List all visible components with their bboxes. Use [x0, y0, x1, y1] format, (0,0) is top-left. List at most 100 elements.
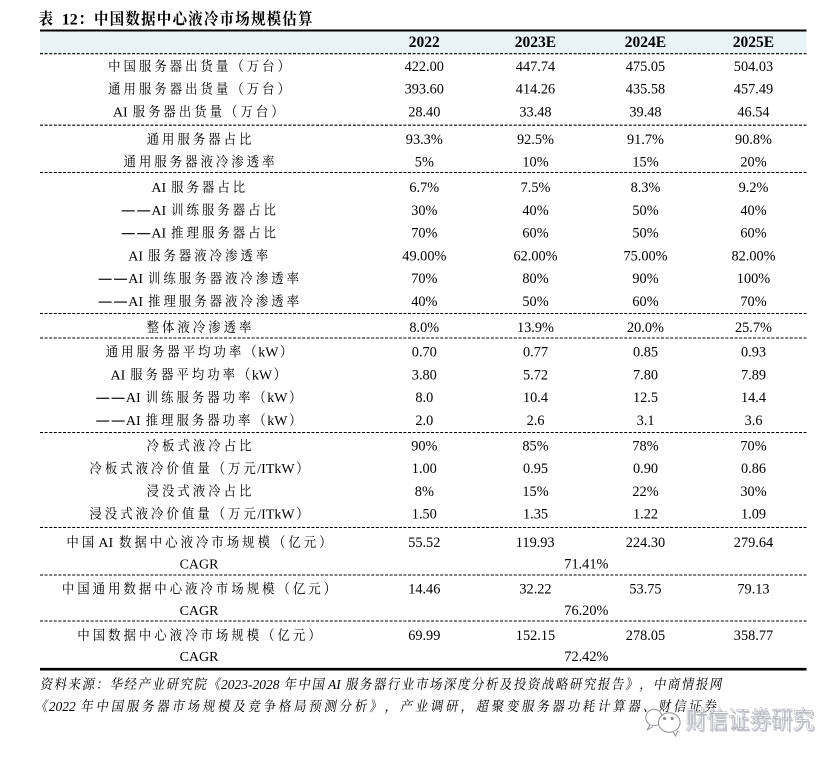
svg-text:7.80: 7.80 [633, 367, 658, 383]
svg-text:40%: 40% [411, 294, 437, 310]
svg-text:50%: 50% [632, 203, 658, 219]
svg-text:30%: 30% [740, 484, 766, 500]
svg-text:60%: 60% [522, 226, 548, 242]
svg-text:20.0%: 20.0% [627, 320, 664, 336]
svg-text:15%: 15% [522, 484, 548, 500]
svg-text:279.64: 279.64 [734, 535, 773, 551]
svg-text:33.48: 33.48 [519, 105, 551, 121]
svg-text:0.90: 0.90 [633, 461, 658, 477]
svg-text:72.42%: 72.42% [564, 649, 608, 665]
svg-text:39.48: 39.48 [629, 105, 661, 121]
svg-text:90.8%: 90.8% [735, 132, 772, 148]
svg-text:AI: AI [111, 368, 129, 383]
svg-text:32.22: 32.22 [519, 582, 551, 598]
svg-text:70%: 70% [411, 271, 437, 287]
svg-text:10.4: 10.4 [523, 390, 548, 406]
svg-text:60%: 60% [740, 226, 766, 242]
svg-text:46.54: 46.54 [737, 105, 769, 121]
svg-text:14.46: 14.46 [408, 582, 440, 598]
svg-text:7.5%: 7.5% [521, 180, 551, 196]
svg-text:0.86: 0.86 [741, 461, 766, 477]
svg-text:475.05: 475.05 [626, 59, 665, 75]
svg-text:AI: AI [151, 181, 169, 196]
svg-text:AI: AI [151, 227, 169, 242]
svg-text:12.5: 12.5 [633, 390, 658, 406]
svg-text:CAGR: CAGR [180, 650, 220, 665]
svg-text:9.2%: 9.2% [739, 180, 769, 196]
svg-text:25.7%: 25.7% [735, 320, 772, 336]
svg-text:13.9%: 13.9% [517, 320, 554, 336]
svg-text:14.4: 14.4 [741, 390, 766, 406]
svg-text:79.13: 79.13 [737, 582, 769, 598]
svg-text:8.0: 8.0 [415, 390, 433, 406]
svg-text:70%: 70% [411, 226, 437, 242]
svg-text:358.77: 358.77 [734, 628, 773, 644]
svg-text:100%: 100% [737, 271, 770, 287]
svg-text:AI: AI [151, 204, 169, 219]
svg-text:71.41%: 71.41% [564, 557, 608, 573]
svg-text:1.22: 1.22 [633, 507, 658, 523]
svg-text:40%: 40% [522, 203, 548, 219]
svg-text:12: 12 [54, 12, 78, 29]
svg-text:CAGR: CAGR [180, 558, 220, 573]
svg-text:152.15: 152.15 [516, 628, 555, 644]
svg-text:76.20%: 76.20% [564, 603, 608, 619]
svg-text:224.30: 224.30 [626, 535, 665, 551]
svg-text:CAGR: CAGR [180, 604, 220, 619]
svg-text:60%: 60% [632, 294, 658, 310]
svg-text:393.60: 393.60 [405, 82, 444, 98]
svg-text:447.74: 447.74 [516, 59, 555, 75]
svg-text:91.7%: 91.7% [627, 132, 664, 148]
svg-text:2025E: 2025E [733, 34, 774, 51]
svg-text:7.89: 7.89 [741, 367, 766, 383]
svg-text:50%: 50% [522, 294, 548, 310]
svg-text:10%: 10% [522, 155, 548, 171]
svg-text:/ITkW: /ITkW [257, 462, 295, 477]
svg-text:278.05: 278.05 [626, 628, 665, 644]
svg-text:8.3%: 8.3% [631, 180, 661, 196]
svg-text:69.99: 69.99 [408, 628, 440, 644]
svg-text:28.40: 28.40 [408, 105, 440, 121]
svg-text:0.93: 0.93 [741, 345, 766, 361]
svg-text:kW: kW [258, 346, 279, 361]
svg-text:93.3%: 93.3% [406, 132, 443, 148]
svg-text:8%: 8% [415, 484, 434, 500]
svg-text:15%: 15% [632, 155, 658, 171]
svg-text:22%: 22% [632, 484, 658, 500]
svg-text:1.50: 1.50 [412, 507, 437, 523]
svg-text:20%: 20% [740, 155, 766, 171]
svg-text:62.00%: 62.00% [514, 248, 558, 264]
svg-text:/ITkW: /ITkW [257, 508, 295, 523]
svg-text:70%: 70% [740, 294, 766, 310]
svg-text:2.0: 2.0 [415, 413, 433, 429]
svg-text:5%: 5% [415, 155, 434, 171]
svg-text:1.00: 1.00 [412, 461, 437, 477]
svg-text:5.72: 5.72 [523, 367, 548, 383]
svg-text:6.7%: 6.7% [409, 180, 439, 196]
svg-text:1.35: 1.35 [523, 507, 548, 523]
svg-text:49.00%: 49.00% [402, 248, 446, 264]
svg-text:8.0%: 8.0% [409, 320, 439, 336]
svg-text:2.6: 2.6 [527, 413, 545, 429]
svg-text:82.00%: 82.00% [732, 248, 776, 264]
svg-text:AI: AI [113, 106, 131, 121]
svg-text:2023E: 2023E [515, 34, 556, 51]
svg-text:85%: 85% [522, 439, 548, 455]
svg-text:kW: kW [267, 391, 288, 406]
svg-text:50%: 50% [632, 226, 658, 242]
svg-text:80%: 80% [522, 271, 548, 287]
svg-text:30%: 30% [411, 203, 437, 219]
svg-text:AI: AI [126, 391, 144, 406]
svg-text:90%: 90% [411, 439, 437, 455]
svg-text:92.5%: 92.5% [517, 132, 554, 148]
svg-text:3.1: 3.1 [637, 413, 655, 429]
svg-text:40%: 40% [740, 203, 766, 219]
svg-text:3.80: 3.80 [412, 367, 437, 383]
svg-text:2022: 2022 [49, 699, 79, 714]
svg-text:55.52: 55.52 [408, 535, 440, 551]
svg-text:AI: AI [96, 536, 117, 551]
svg-text:457.49: 457.49 [734, 82, 773, 98]
svg-text:0.85: 0.85 [633, 345, 658, 361]
svg-text:1.09: 1.09 [741, 507, 766, 523]
svg-text:3.6: 3.6 [745, 413, 763, 429]
